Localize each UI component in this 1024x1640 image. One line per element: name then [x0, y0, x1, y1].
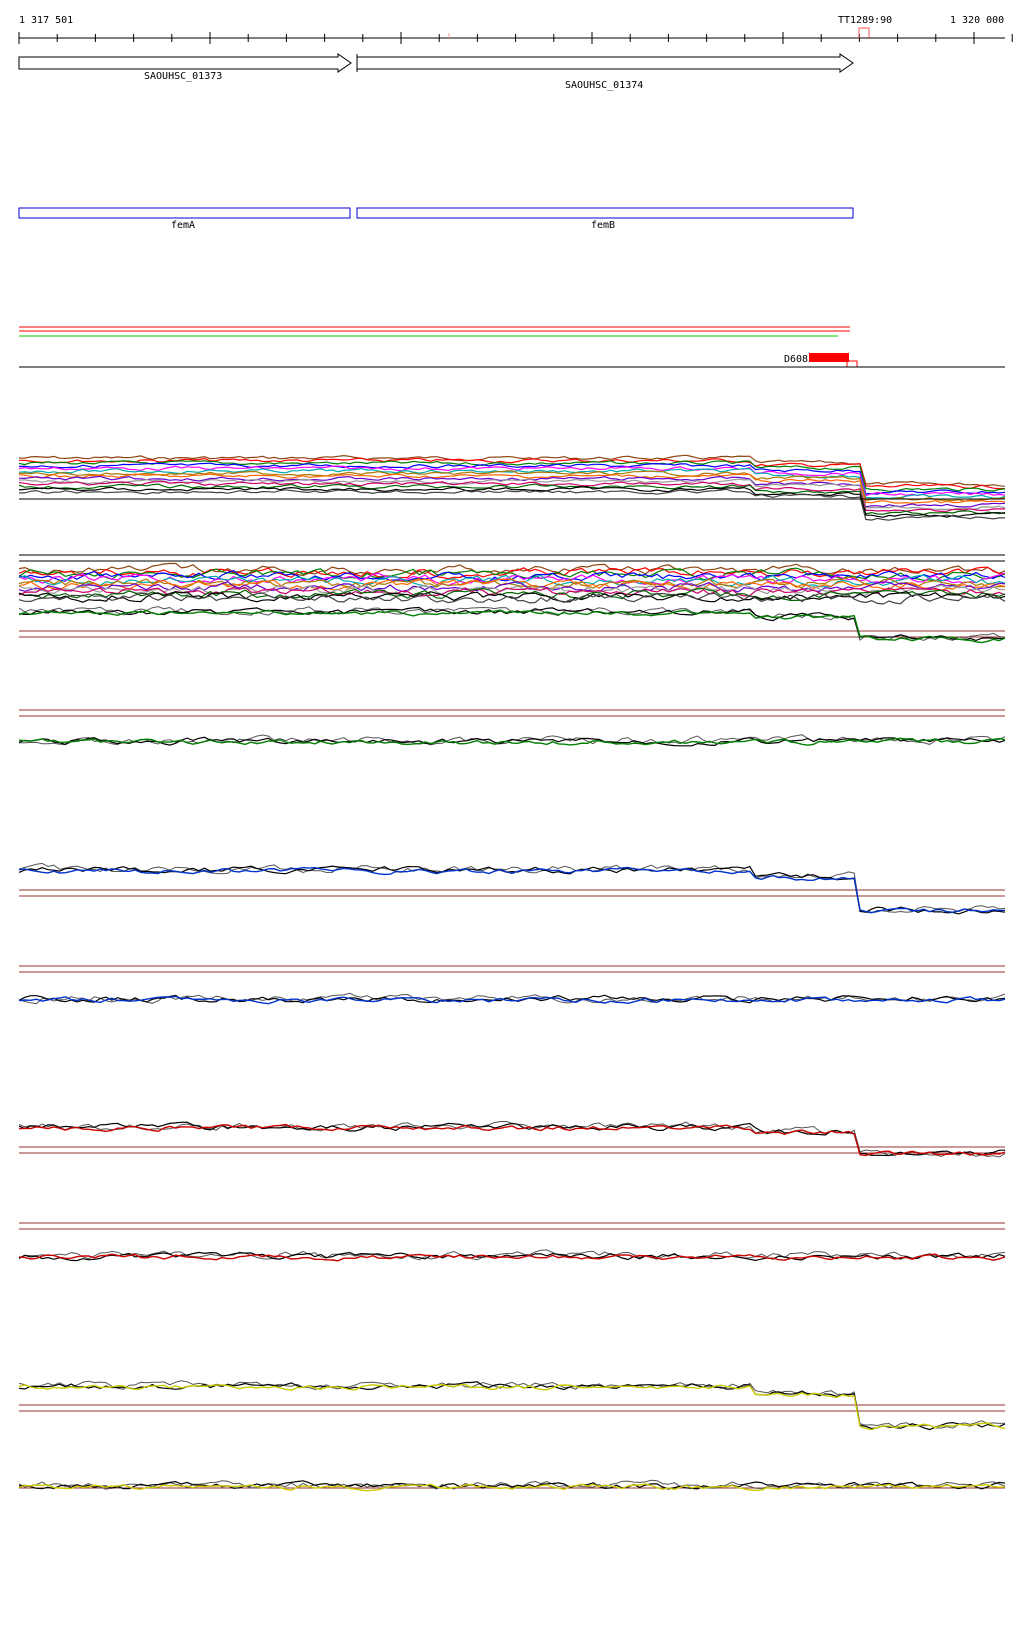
- ruler-marker-label: TT1289:90: [838, 15, 892, 26]
- feature-label-d608: D608: [784, 354, 808, 365]
- profile-track-red-b: [18, 1222, 1006, 1262]
- profile-line[interactable]: [18, 737, 1006, 746]
- profile-line[interactable]: [18, 609, 1006, 644]
- profile-line[interactable]: [18, 1483, 1006, 1492]
- profile-line[interactable]: [18, 475, 1006, 508]
- gene-name-fema: femA: [171, 220, 195, 231]
- expression-profiles: [18, 454, 1006, 1492]
- tt-marker[interactable]: [858, 27, 870, 38]
- profile-line[interactable]: [18, 578, 1006, 592]
- ruler-start-label: 1 317 501: [19, 15, 73, 26]
- profile-line[interactable]: [18, 865, 1006, 915]
- profile-line[interactable]: [18, 587, 1006, 602]
- profile-track-blue-a: [18, 862, 1006, 915]
- profile-line[interactable]: [18, 992, 1006, 1005]
- profile-line[interactable]: [18, 457, 1005, 490]
- profile-track-overview-2: [18, 554, 1006, 605]
- gene-box-fema[interactable]: [18, 207, 351, 219]
- profile-line[interactable]: [18, 473, 1006, 504]
- profile-line[interactable]: [18, 592, 1006, 605]
- profile-line[interactable]: [18, 1123, 1006, 1157]
- profile-line[interactable]: [18, 576, 1006, 590]
- profile-line[interactable]: [18, 470, 1006, 502]
- gene-label-saouhsc-01374: SAOUHSC_01374: [565, 80, 643, 91]
- gene-arrow-saouhsc-01374[interactable]: [356, 53, 854, 73]
- profile-line[interactable]: [18, 572, 1006, 587]
- profile-line[interactable]: [18, 736, 1006, 747]
- ruler-ticks: [18, 32, 1013, 44]
- profile-line[interactable]: [18, 862, 1006, 914]
- gene-track: SAOUHSC_01373 SAOUHSC_01374: [18, 53, 854, 91]
- feature-box-d608[interactable]: [809, 353, 849, 362]
- profile-track-blue-b: [18, 965, 1006, 1005]
- profile-line[interactable]: [18, 480, 1005, 513]
- profile-line[interactable]: [18, 485, 1006, 518]
- gene-label-saouhsc-01373: SAOUHSC_01373: [144, 71, 222, 82]
- gene-arrow-saouhsc-01373[interactable]: [18, 53, 352, 73]
- gene-name-femb: femB: [591, 220, 615, 231]
- profile-line[interactable]: [18, 488, 1005, 521]
- profile-line[interactable]: [18, 574, 1006, 589]
- coordinate-ruler: 1 317 501 TT1289:90 1 320 000: [18, 15, 1013, 44]
- profile-line[interactable]: [18, 483, 1006, 516]
- profile-line[interactable]: [18, 591, 1006, 603]
- gene-box-femb[interactable]: [356, 207, 854, 219]
- profile-line[interactable]: [18, 467, 1006, 500]
- ruler-end-label: 1 320 000: [950, 15, 1004, 26]
- profile-line[interactable]: [18, 460, 1006, 493]
- profile-track-green-a: [18, 606, 1006, 644]
- profile-line[interactable]: [18, 1253, 1006, 1262]
- transcript-track: D608: [19, 326, 1005, 368]
- profile-line[interactable]: [18, 462, 1006, 495]
- profile-track-yellow-a: [18, 1380, 1006, 1431]
- profile-track-green-b: [18, 709, 1006, 747]
- profile-track-overview: [18, 454, 1006, 521]
- profile-track-red-a: [18, 1121, 1006, 1158]
- profile-line[interactable]: [18, 581, 1006, 593]
- profile-line[interactable]: [18, 1383, 1006, 1431]
- profile-line[interactable]: [18, 465, 1006, 497]
- profile-line[interactable]: [18, 866, 1006, 914]
- profile-line[interactable]: [18, 567, 1006, 582]
- profile-line[interactable]: [18, 1121, 1005, 1157]
- gene-name-track: femA femB: [18, 207, 854, 231]
- profile-track-yellow-b: [18, 1479, 1006, 1492]
- profile-line[interactable]: [18, 454, 1006, 487]
- profile-line[interactable]: [18, 562, 1006, 577]
- profile-line[interactable]: [18, 1249, 1006, 1261]
- profile-line[interactable]: [18, 995, 1006, 1005]
